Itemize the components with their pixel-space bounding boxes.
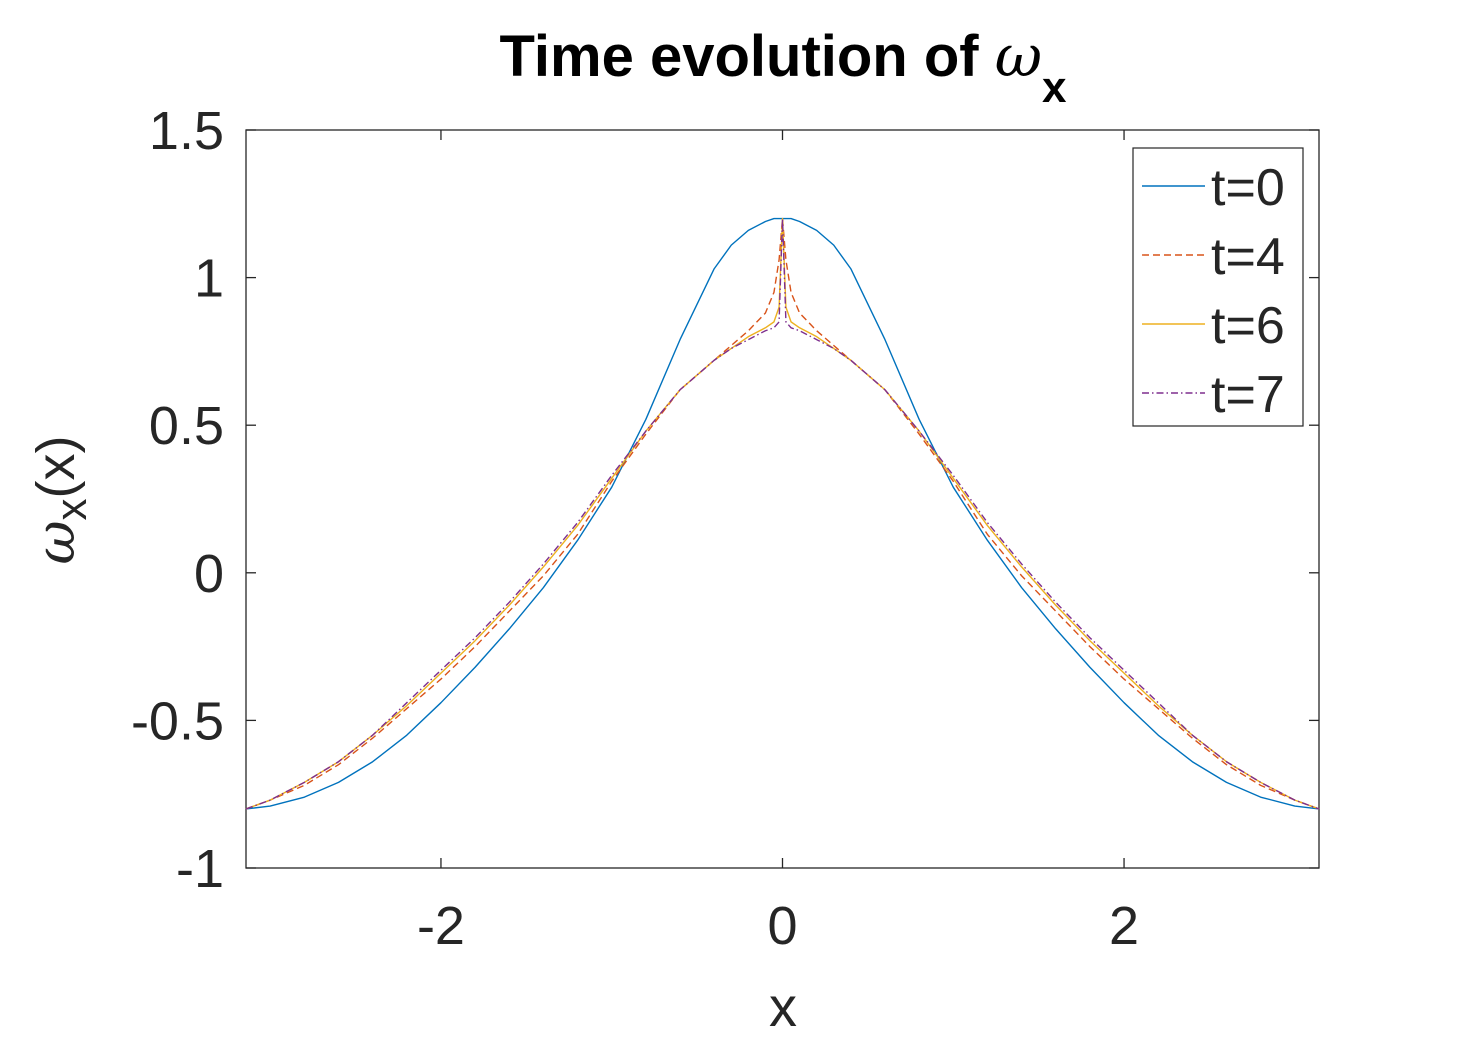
y-axis-label: ωx(x) [24, 435, 96, 564]
chart-title: Time evolution of ωx [500, 22, 1067, 112]
y-tick-label: 1.5 [149, 101, 224, 161]
axis-ticks [246, 129, 1319, 869]
y-tick-labels: -1 -0.5 0 0.5 1 1.5 [131, 101, 224, 899]
y-axis-label-symbol: ω [24, 520, 87, 564]
y-tick-label: 1 [194, 249, 224, 309]
y-tick-label: 0.5 [149, 396, 224, 456]
series-line-t-7 [245, 217, 1320, 810]
x-tick-labels: -2 0 2 [417, 896, 1139, 956]
series-layer [245, 217, 1320, 810]
legend: t=0 t=4 t=6 t=7 [1132, 147, 1304, 427]
chart-title-symbol: ω [995, 22, 1042, 90]
y-axis-label-subscript: x [47, 498, 96, 520]
legend-label: t=0 [1211, 159, 1285, 217]
legend-label: t=7 [1211, 366, 1285, 424]
chart-title-text: Time evolution of [500, 24, 995, 89]
y-tick-label: -1 [176, 839, 224, 899]
x-tick-label: 2 [1109, 896, 1139, 956]
chart-title-subscript: x [1042, 63, 1067, 112]
y-tick-label: 0 [194, 544, 224, 604]
legend-box [1132, 147, 1304, 427]
legend-label: t=6 [1211, 297, 1285, 355]
legend-label: t=4 [1211, 228, 1285, 286]
series-line-t-6 [245, 217, 1320, 810]
series-line-t-4 [245, 217, 1320, 810]
y-tick-label: -0.5 [131, 691, 224, 751]
x-tick-label: -2 [417, 896, 465, 956]
x-axis-label: x [769, 975, 797, 1038]
y-axis-label-rest: (x) [26, 435, 86, 498]
x-tick-label: 0 [767, 896, 797, 956]
